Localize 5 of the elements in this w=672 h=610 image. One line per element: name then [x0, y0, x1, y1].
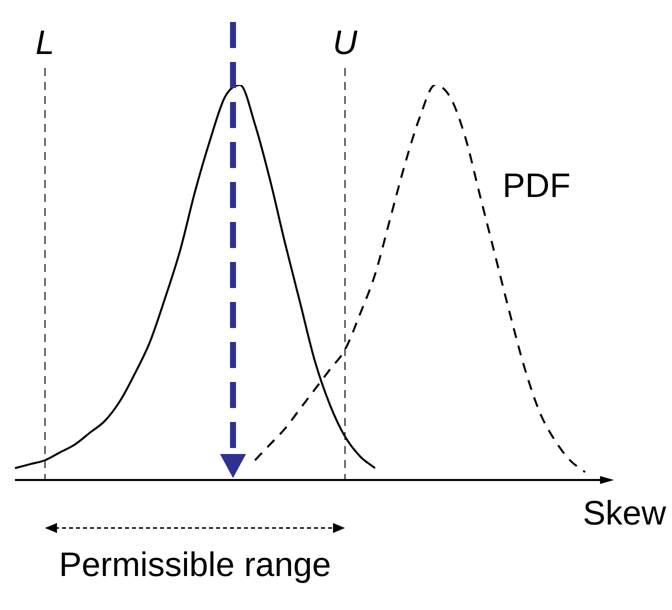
text: L	[36, 24, 54, 62]
x-axis-title: Skew	[582, 494, 666, 532]
text: Permissible range	[58, 546, 332, 584]
text: U	[332, 24, 358, 62]
series-label: PDF	[502, 167, 570, 206]
